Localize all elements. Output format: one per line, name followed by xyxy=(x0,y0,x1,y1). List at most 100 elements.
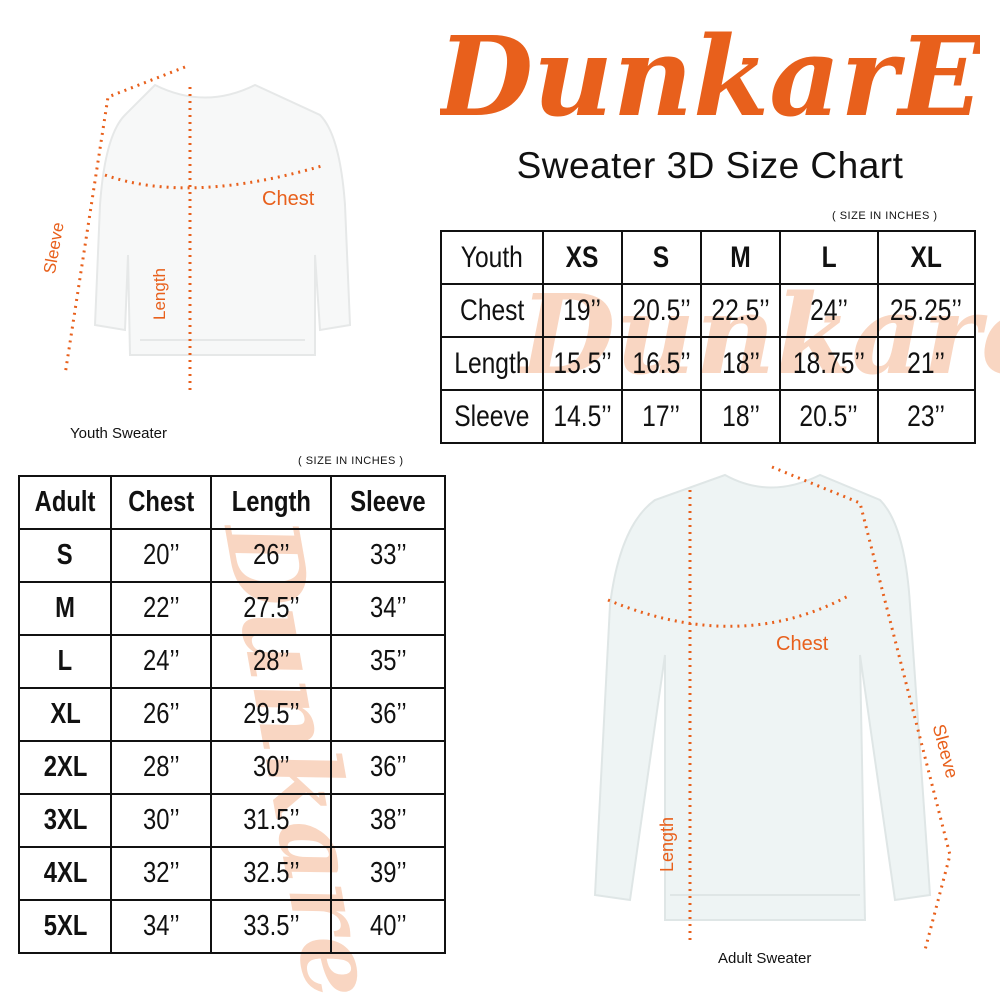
cell-text: 18’’ xyxy=(721,399,760,433)
cell-text: 20.5’’ xyxy=(632,293,691,327)
cell-text: 4XL xyxy=(43,857,87,889)
cell-text: 32’’ xyxy=(143,857,180,889)
table-cell: 38’’ xyxy=(330,793,446,848)
cell-text: 39’’ xyxy=(369,857,407,889)
table-cell: 20.5’’ xyxy=(779,389,879,444)
cell-text: 18.75’’ xyxy=(792,346,865,380)
row-label-cell: 4XL xyxy=(17,846,113,901)
adult-length-label: Length xyxy=(657,816,677,872)
table-cell: 16.5’’ xyxy=(620,336,703,391)
cell-text: 28’’ xyxy=(143,751,180,783)
table-cell: 14.5’’ xyxy=(541,389,623,444)
adult-size-table: Adult Chest Length Sleeve S 20’’ 26’’ 33’’ M 22’’… xyxy=(17,475,446,954)
cell-text: Chest xyxy=(459,293,524,327)
table-row: Sleeve 14.5’’ 17’’ 18’’ 20.5’’ 23’’ xyxy=(440,389,977,444)
row-label-cell: L xyxy=(17,634,113,689)
cell-text: M xyxy=(55,592,76,624)
header-cell: M xyxy=(700,230,782,285)
table-row: Length 15.5’’ 16.5’’ 18’’ 18.75’’ 21’’ xyxy=(440,336,977,391)
cell-text: Sleeve xyxy=(350,486,426,518)
header-cell: Sleeve xyxy=(330,475,446,530)
cell-text: 40’’ xyxy=(369,910,407,942)
table-cell: 40’’ xyxy=(330,899,446,954)
table-cell: 21’’ xyxy=(876,336,977,391)
cell-text: 3XL xyxy=(43,804,87,836)
cell-text: Length xyxy=(231,486,311,518)
cell-text: 30’’ xyxy=(252,751,290,783)
table-cell: 17’’ xyxy=(620,389,703,444)
table-row: XL 26’’ 29.5’’ 36’’ xyxy=(17,687,446,742)
table-row: 5XL 34’’ 33.5’’ 40’’ xyxy=(17,899,446,954)
cell-text: 5XL xyxy=(43,910,87,942)
table-header-row: Youth XS S M L XL xyxy=(440,230,977,285)
table-cell: 35’’ xyxy=(330,634,446,689)
cell-text: 22.5’’ xyxy=(711,293,770,327)
cell-text: 2XL xyxy=(43,751,87,783)
table-row: 3XL 30’’ 31.5’’ 38’’ xyxy=(17,793,446,848)
cell-text: 28’’ xyxy=(252,645,290,677)
cell-text: 31.5’’ xyxy=(243,804,300,836)
table-cell: 24’’ xyxy=(779,283,879,338)
cell-text: 34’’ xyxy=(369,592,407,624)
table-row: Chest 19’’ 20.5’’ 22.5’’ 24’’ 25.25’’ xyxy=(440,283,977,338)
cell-text: 22’’ xyxy=(143,592,180,624)
table-header-row: Adult Chest Length Sleeve xyxy=(17,475,446,530)
cell-text: 24’’ xyxy=(143,645,180,677)
header-cell: Youth xyxy=(440,230,544,285)
table-cell: 39’’ xyxy=(330,846,446,901)
cell-text: 18’’ xyxy=(721,346,760,380)
header-cell: XS xyxy=(541,230,623,285)
cell-text: 25.25’’ xyxy=(890,293,963,327)
header-cell: Chest xyxy=(110,475,213,530)
cell-text: L xyxy=(57,645,73,677)
table-cell: 22’’ xyxy=(110,581,213,636)
table-cell: 31.5’’ xyxy=(210,793,333,848)
cell-text: 33.5’’ xyxy=(243,910,300,942)
youth-sweater-illustration xyxy=(63,65,352,390)
table-cell: 32’’ xyxy=(110,846,213,901)
table-cell: 36’’ xyxy=(330,740,446,795)
cell-text: S xyxy=(57,539,74,571)
table-row: 4XL 32’’ 32.5’’ 39’’ xyxy=(17,846,446,901)
cell-text: 36’’ xyxy=(369,751,407,783)
table-cell: 30’’ xyxy=(210,740,333,795)
cell-text: XL xyxy=(910,240,943,274)
header-cell: L xyxy=(779,230,879,285)
cell-text: 15.5’’ xyxy=(552,346,612,380)
youth-caption: Youth Sweater xyxy=(70,425,168,442)
youth-size-table: Youth XS S M L XL Chest 19’’ 20.5’’ 22.5’’ 24’’ 25.… xyxy=(440,230,977,444)
row-label-cell: M xyxy=(17,581,113,636)
table-cell: 19’’ xyxy=(541,283,623,338)
table-cell: 15.5’’ xyxy=(541,336,623,391)
cell-text: 26’’ xyxy=(143,698,180,730)
adult-chest-label: Chest xyxy=(776,633,829,655)
cell-text: 16.5’’ xyxy=(632,346,691,380)
cell-text: 24’’ xyxy=(810,293,848,327)
table-row: 2XL 28’’ 30’’ 36’’ xyxy=(17,740,446,795)
cell-text: Sleeve xyxy=(454,399,530,433)
cell-text: Youth xyxy=(460,240,523,274)
cell-text: 26’’ xyxy=(252,539,290,571)
cell-text: 36’’ xyxy=(369,698,407,730)
row-label-cell: Sleeve xyxy=(440,389,544,444)
cell-text: 14.5’’ xyxy=(552,399,612,433)
table-cell: 34’’ xyxy=(110,899,213,954)
row-label-cell: 3XL xyxy=(17,793,113,848)
cell-text: 33’’ xyxy=(369,539,407,571)
cell-text: 30’’ xyxy=(143,804,180,836)
adult-sweater-illustration xyxy=(593,465,952,951)
youth-length-label: Length xyxy=(150,268,169,320)
header-cell: Adult xyxy=(17,475,113,530)
cell-text: Length xyxy=(454,346,530,380)
row-label-cell: S xyxy=(17,528,113,583)
cell-text: 27.5’’ xyxy=(243,592,300,624)
cell-text: XS xyxy=(565,240,599,274)
cell-text: 35’’ xyxy=(369,645,407,677)
cell-text: S xyxy=(653,240,670,274)
cell-text: 19’’ xyxy=(563,293,602,327)
table-cell: 32.5’’ xyxy=(210,846,333,901)
table-cell: 18.75’’ xyxy=(779,336,879,391)
cell-text: 21’’ xyxy=(907,346,946,380)
table-cell: 26’’ xyxy=(110,687,213,742)
youth-chest-label: Chest xyxy=(262,188,315,210)
